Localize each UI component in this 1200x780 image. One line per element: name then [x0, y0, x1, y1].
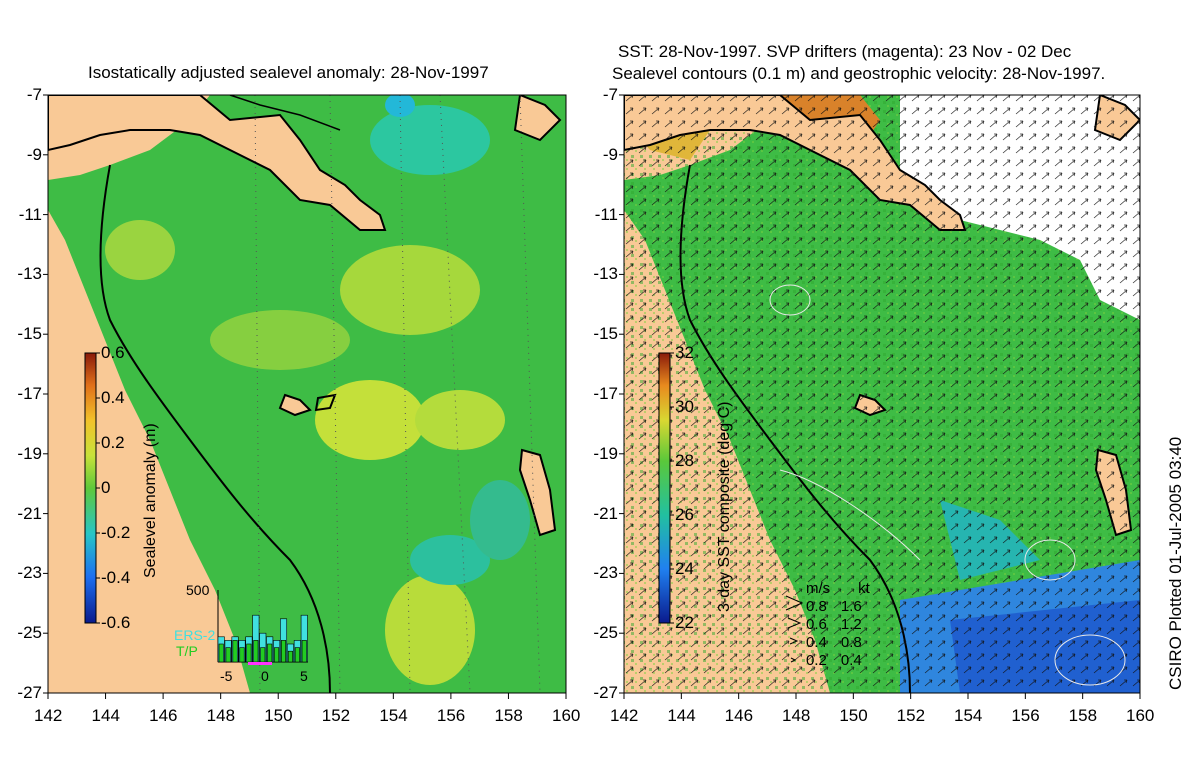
colorbar-tick-label: 30	[675, 397, 694, 416]
right-colorbar-label: 3-day SST composite (deg C)	[716, 401, 733, 612]
inset-histogram	[217, 590, 308, 665]
plot-credit: CSIRO Plotted 01-Jul-2005 03:40	[1166, 436, 1185, 690]
histogram-bar-tp	[246, 643, 252, 663]
y-tick-label: -7	[26, 85, 42, 104]
right-panel-title-line2: Sealevel contours (0.1 m) and geostrophi…	[612, 64, 1106, 83]
colorbar-tick-label: 0	[101, 478, 111, 497]
velocity-kt-value: 0.8	[840, 634, 862, 651]
y-tick-label: -17	[593, 384, 618, 403]
x-tick-label: 154	[379, 706, 408, 725]
y-tick-label: -13	[593, 264, 618, 284]
x-tick-label: 158	[494, 706, 523, 725]
histogram-bar-tp	[267, 643, 273, 663]
colorbar-tick-label: 22	[675, 613, 694, 632]
x-tick-label: 158	[1068, 706, 1098, 725]
x-tick-label: 150	[839, 706, 868, 725]
x-tick-label: 148	[206, 706, 236, 725]
velocity-legend-arrows	[785, 595, 804, 663]
velocity-unit-kt: kt	[858, 580, 870, 597]
inset-x-tick-right: 5	[300, 668, 308, 684]
inset-legend-ers2: ERS-2	[174, 627, 216, 643]
y-tick-label: -21	[17, 503, 42, 523]
y-tick-label: -19	[17, 443, 42, 463]
x-tick-label: 142	[34, 706, 63, 725]
y-tick-label: -17	[17, 384, 42, 403]
velocity-kt-value: 1.2	[840, 616, 862, 633]
y-tick-label: -13	[17, 264, 42, 284]
velocity-ms-value: 0.8	[806, 598, 827, 615]
colorbar-tick-label: -0.2	[101, 523, 131, 542]
inset-x-tick-mid: 0	[261, 668, 269, 684]
x-tick-label: 154	[954, 706, 983, 725]
velocity-ms-value: 0.2	[806, 652, 827, 669]
x-tick-label: 160	[552, 706, 581, 725]
colorbar-tick-label: 28	[675, 451, 694, 470]
x-tick-label: 142	[610, 706, 639, 725]
x-tick-label: 156	[1011, 706, 1040, 725]
y-tick-label: -15	[593, 324, 618, 344]
histogram-bar-tp	[225, 647, 231, 663]
inset-legend-tp: T/P	[176, 643, 198, 659]
y-tick-label: -19	[593, 443, 618, 463]
inset-x-tick-left: -5	[220, 668, 233, 684]
colorbar-tick-label: 24	[675, 559, 694, 578]
histogram-bar-tp	[260, 647, 266, 663]
x-tick-label: 146	[724, 706, 754, 725]
x-tick-label: 144	[91, 706, 120, 725]
y-tick-label: -21	[593, 503, 618, 523]
y-tick-label: -7	[602, 85, 618, 104]
y-tick-label: -27	[17, 683, 42, 702]
y-tick-label: -27	[593, 683, 618, 702]
histogram-bar-tp	[281, 640, 287, 663]
inset-y-label: 500	[186, 582, 210, 598]
velocity-ms-value: 0.6	[806, 616, 827, 633]
histogram-bar-tp	[232, 640, 238, 663]
colorbar-tick-label: 0.2	[101, 433, 125, 452]
histogram-bar-tp	[287, 650, 293, 663]
y-tick-label: -9	[602, 144, 618, 164]
x-tick-label: 150	[264, 706, 293, 725]
x-tick-label: 144	[667, 706, 696, 725]
right-colorbar	[658, 352, 671, 624]
y-tick-label: -11	[594, 204, 618, 224]
histogram-bar-tp	[274, 647, 280, 663]
velocity-legend: m/s kt 0.8 1.6 0.6 1.2 0.4 0.8 0.2 0.4	[806, 580, 870, 670]
velocity-ms-value: 0.4	[806, 634, 827, 651]
x-tick-label: 160	[1126, 706, 1155, 725]
velocity-unit-ms: m/s	[806, 580, 831, 597]
x-tick-label: 152	[321, 706, 351, 725]
left-colorbar-label: Sealevel anomaly (m)	[142, 423, 159, 578]
colorbar-tick-label: -0.4	[101, 568, 131, 587]
colorbar-tick-label: 0.4	[101, 388, 125, 407]
histogram-bar-tp	[301, 640, 307, 663]
x-tick-label: 148	[782, 706, 811, 725]
histogram-bar-tp	[294, 647, 300, 663]
x-tick-label: 146	[149, 706, 178, 725]
y-tick-label: -15	[17, 324, 42, 344]
colorbar-tick-label: 32	[675, 343, 694, 362]
y-tick-label: -25	[17, 623, 42, 643]
velocity-kt-value: 1.6	[840, 598, 862, 615]
y-tick-label: -23	[593, 563, 618, 583]
velocity-kt-value: 0.4	[840, 652, 862, 669]
right-panel-title-line1: SST: 28-Nov-1997. SVP drifters (magenta)…	[618, 42, 1072, 61]
left-colorbar	[84, 352, 97, 624]
left-panel-title: Isostatically adjusted sealevel anomaly:…	[88, 63, 489, 82]
histogram-bar-tp	[253, 640, 259, 663]
y-tick-label: -23	[17, 563, 42, 583]
colorbar-tick-label: -0.6	[101, 613, 131, 632]
colorbar-tick-label: 0.6	[101, 343, 125, 362]
y-tick-label: -11	[18, 204, 42, 224]
x-tick-label: 152	[896, 706, 926, 725]
colorbar-tick-label: 26	[675, 505, 694, 524]
right-map	[624, 95, 1140, 693]
histogram-bar-tp	[239, 647, 245, 663]
left-map	[48, 95, 566, 693]
y-tick-label: -25	[593, 623, 618, 643]
histogram-bar-tp	[218, 643, 224, 663]
x-tick-label: 156	[436, 706, 466, 725]
y-tick-label: -9	[26, 144, 42, 164]
